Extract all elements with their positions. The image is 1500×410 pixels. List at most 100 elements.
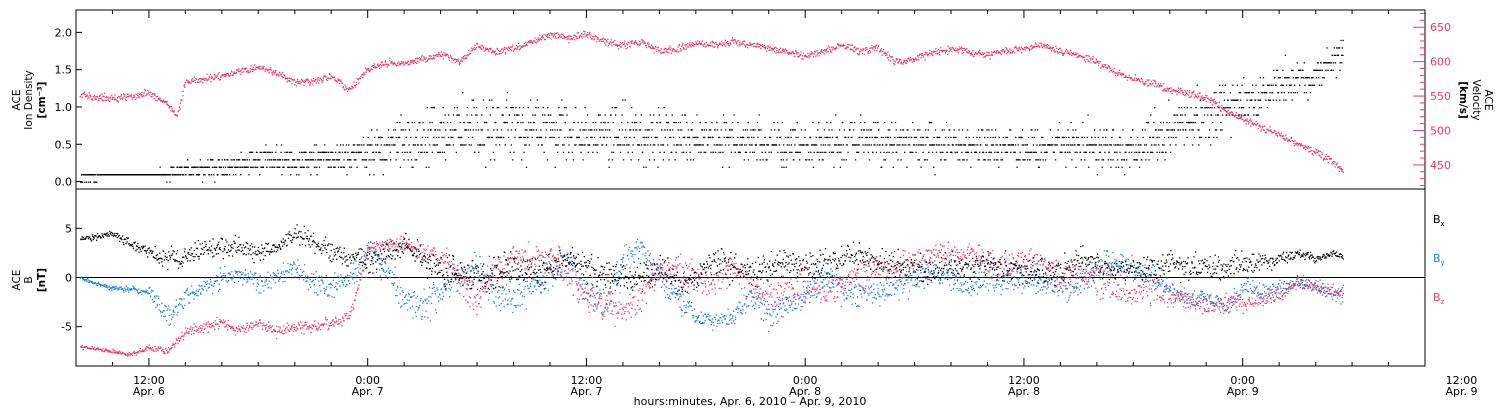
density-point — [986, 144, 988, 146]
density-point — [591, 136, 593, 139]
velocity-point — [392, 63, 395, 65]
velocity-point — [1235, 117, 1237, 119]
density-point — [288, 151, 290, 153]
density-point — [889, 144, 891, 146]
density-point — [648, 129, 650, 131]
velocity-point — [470, 50, 472, 52]
velocity-point — [342, 86, 344, 89]
velocity-point — [842, 45, 844, 47]
velocity-point — [297, 81, 300, 83]
velocity-point — [1058, 51, 1060, 54]
velocity-point — [1240, 116, 1243, 119]
density-point — [442, 107, 444, 109]
by-point — [101, 284, 103, 286]
density-point — [183, 166, 186, 168]
velocity-point — [603, 38, 606, 40]
velocity-point — [1222, 108, 1224, 110]
velocity-point — [762, 46, 764, 48]
density-point — [825, 151, 827, 153]
density-point — [312, 159, 315, 161]
velocity-point — [224, 73, 226, 76]
density-point — [1141, 129, 1144, 131]
velocity-point — [1216, 102, 1218, 104]
density-point — [772, 144, 775, 146]
velocity-point — [405, 61, 407, 63]
velocity-point — [592, 36, 594, 38]
density-point — [244, 159, 247, 161]
by-point — [153, 300, 155, 302]
density-point — [786, 159, 788, 161]
density-point — [1075, 166, 1077, 168]
density-point — [546, 159, 549, 161]
density-point — [680, 144, 682, 146]
velocity-point — [450, 57, 453, 59]
velocity-point — [655, 46, 657, 48]
density-point — [612, 121, 614, 124]
density-point — [372, 151, 374, 153]
velocity-point — [1306, 147, 1308, 149]
velocity-point — [913, 60, 915, 62]
density-point — [884, 121, 886, 124]
velocity-point — [444, 54, 446, 56]
velocity-point — [529, 40, 531, 42]
density-point — [898, 136, 901, 139]
velocity-point — [269, 67, 272, 69]
density-point — [471, 114, 473, 116]
velocity-point — [292, 79, 295, 82]
density-point — [1029, 151, 1032, 153]
velocity-point — [873, 46, 875, 48]
velocity-point — [333, 76, 335, 78]
density-point — [495, 136, 498, 139]
density-point — [648, 159, 651, 161]
density-point — [497, 136, 500, 139]
density-point — [919, 144, 921, 146]
density-point — [627, 121, 629, 124]
by-point — [145, 290, 147, 292]
density-point — [685, 151, 688, 153]
velocity-point — [1259, 126, 1262, 128]
velocity-point — [1287, 140, 1289, 142]
density-point — [471, 99, 473, 101]
velocity-point — [234, 72, 236, 74]
velocity-point — [346, 87, 348, 90]
density-point — [548, 114, 550, 116]
density-point — [556, 129, 558, 131]
density-point — [1260, 107, 1263, 109]
density-point — [1309, 84, 1312, 86]
velocity-point — [823, 53, 826, 55]
density-point — [1024, 159, 1026, 161]
density-point — [585, 129, 587, 131]
density-point — [882, 144, 884, 146]
density-point — [760, 144, 763, 146]
velocity-point — [1342, 169, 1344, 171]
velocity-point — [1245, 119, 1247, 121]
velocity-point — [497, 53, 499, 55]
velocity-point — [642, 41, 644, 43]
velocity-point — [276, 75, 278, 77]
density-point — [175, 174, 177, 176]
density-point — [256, 151, 258, 153]
velocity-point — [1242, 119, 1244, 121]
velocity-point — [414, 61, 416, 64]
velocity-point — [702, 45, 705, 48]
velocity-point — [195, 78, 198, 80]
density-point — [914, 136, 917, 139]
velocity-point — [882, 50, 884, 53]
velocity-point — [1150, 80, 1152, 82]
velocity-point — [355, 84, 358, 86]
density-point — [183, 174, 185, 176]
velocity-point — [668, 48, 670, 50]
density-point — [514, 114, 516, 116]
density-point — [728, 144, 730, 146]
velocity-point — [212, 78, 214, 80]
velocity-point — [437, 55, 439, 57]
density-point — [1089, 151, 1091, 153]
velocity-point — [541, 36, 543, 38]
velocity-point — [468, 53, 470, 55]
by-point — [113, 286, 115, 288]
density-point — [781, 121, 784, 124]
velocity-point — [1103, 64, 1105, 66]
velocity-point — [541, 35, 544, 37]
velocity-point — [959, 46, 961, 48]
velocity-point — [747, 47, 749, 49]
